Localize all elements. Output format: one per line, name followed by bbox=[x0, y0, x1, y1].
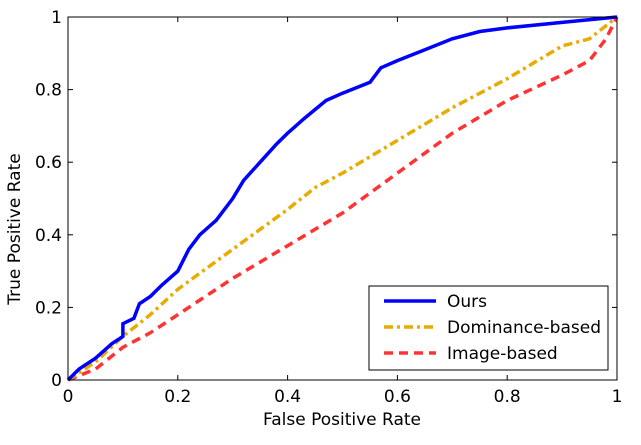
x-tick-label: 0.2 bbox=[164, 387, 191, 407]
x-axis-label: False Positive Rate bbox=[263, 410, 421, 430]
y-tick-label: 0 bbox=[51, 371, 62, 391]
legend-label-0: Ours bbox=[447, 292, 487, 312]
series-line-1 bbox=[67, 15, 619, 382]
x-tick-label: 0.6 bbox=[384, 387, 411, 407]
y-tick-label: 0.6 bbox=[35, 153, 62, 173]
y-axis-label: True Positive Rate bbox=[5, 153, 25, 305]
plot-frame bbox=[67, 16, 618, 381]
y-tick-label: 0.4 bbox=[35, 226, 62, 246]
series-line-0 bbox=[66, 15, 618, 382]
ticks: 0 0.2 0.4 0.6 0.8 1 0 0.2 0.4 0.6 0.8 1 bbox=[35, 8, 622, 407]
legend: Ours Dominance-based Image-based bbox=[368, 285, 609, 371]
y-tick-label: 0.2 bbox=[35, 298, 62, 318]
y-tick-label: 1 bbox=[51, 8, 62, 28]
series-lines bbox=[66, 15, 619, 382]
x-tick-label: 1 bbox=[612, 387, 623, 407]
x-tick-label: 0.8 bbox=[494, 387, 521, 407]
legend-label-2: Image-based bbox=[447, 344, 558, 364]
x-tick-label: 0 bbox=[63, 387, 74, 407]
y-tick-label: 0.8 bbox=[35, 81, 62, 101]
legend-label-1: Dominance-based bbox=[447, 318, 601, 338]
series-line-2 bbox=[67, 16, 619, 382]
x-tick-label: 0.4 bbox=[274, 387, 301, 407]
